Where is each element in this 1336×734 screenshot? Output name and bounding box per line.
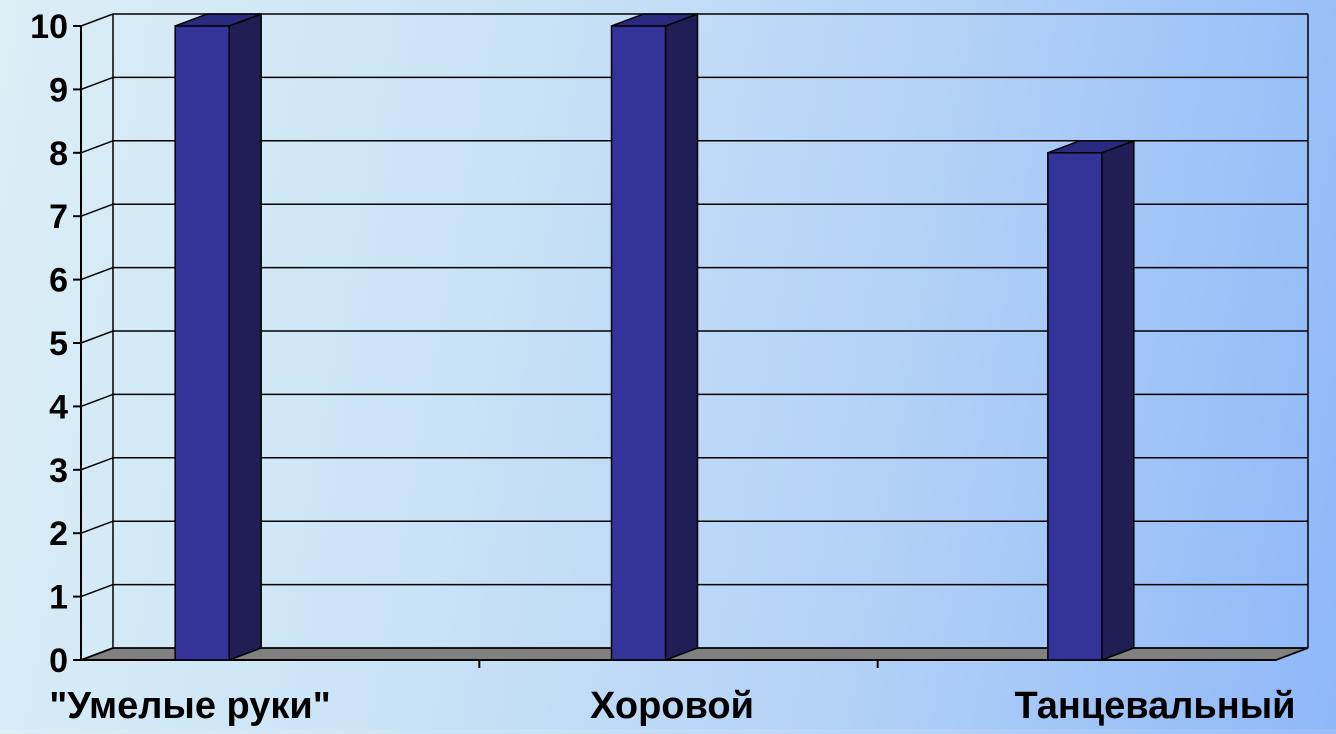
gridline-wall: [80, 330, 114, 344]
gridline-wall: [80, 266, 114, 281]
bar: [1047, 152, 1103, 661]
bar-side: [228, 12, 262, 662]
y-tick-label: 5: [49, 325, 68, 363]
x-tick-label: Танцевальный: [1014, 685, 1295, 727]
x-tick-label: Хоровой: [590, 685, 754, 727]
gridline-wall: [80, 76, 114, 91]
y-tick-label: 10: [30, 8, 68, 46]
bar-side: [664, 12, 699, 662]
y-tick-label: 9: [49, 71, 68, 109]
x-tick-label: "Умелые руки": [49, 685, 331, 727]
gridline-wall: [80, 13, 114, 27]
gridline-wall: [80, 457, 114, 471]
bar: [174, 25, 230, 661]
y-tick-label: 1: [49, 579, 68, 617]
gridline-wall: [80, 520, 114, 534]
floor-right-edge: [1275, 647, 1309, 661]
y-tick-label: 3: [49, 452, 68, 490]
y-tick-label: 6: [49, 262, 68, 300]
y-tick-label: 8: [49, 135, 68, 173]
gridline-wall: [80, 583, 114, 598]
y-tick-label: 4: [49, 388, 68, 426]
gridline-wall: [80, 647, 114, 661]
y-tick-label: 7: [49, 198, 68, 236]
gridline-wall: [80, 393, 114, 408]
y-tick-label: 2: [49, 515, 68, 553]
gridline-wall: [80, 140, 114, 154]
gridline-wall: [80, 203, 114, 217]
y-tick-label: 0: [49, 642, 68, 680]
bar: [610, 25, 667, 661]
bar-side: [1101, 139, 1135, 662]
